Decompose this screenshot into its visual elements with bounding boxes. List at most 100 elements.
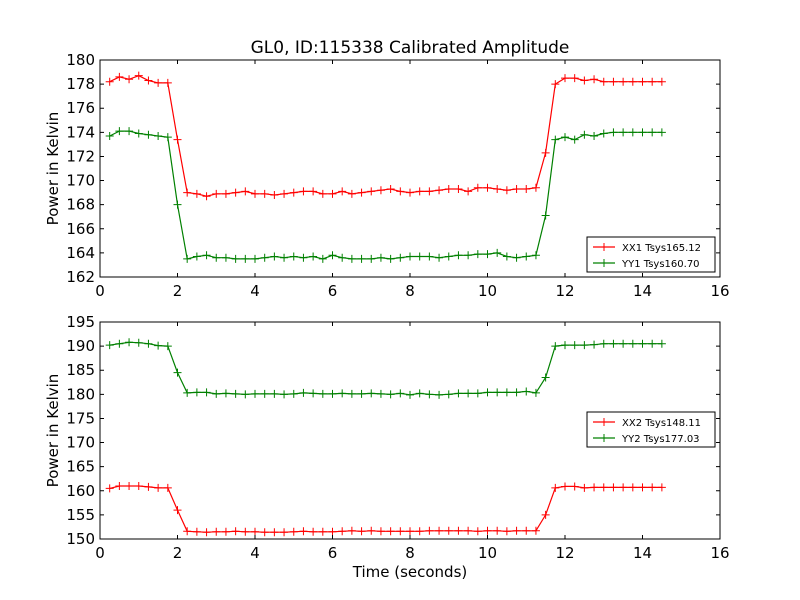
data-point <box>396 389 405 398</box>
data-point <box>212 253 221 262</box>
subplot-1: 0 2 4 6 8 10 12 14 16 162 164 166 168 170 172 174 176 178… <box>44 51 730 300</box>
data-point <box>367 526 376 535</box>
data-point <box>299 253 308 262</box>
data-point <box>619 128 628 137</box>
data-point <box>173 135 182 144</box>
legend-marker <box>600 259 608 267</box>
data-point <box>318 189 327 198</box>
data-point <box>551 80 560 89</box>
data-point <box>134 481 143 490</box>
x-tick-label: 16 <box>710 544 729 562</box>
data-point <box>396 253 405 262</box>
data-point <box>357 188 366 197</box>
data-point <box>270 191 279 200</box>
data-point <box>183 527 192 536</box>
data-point <box>221 527 230 536</box>
x-tick-label: 8 <box>405 544 415 562</box>
legend-box <box>586 411 716 448</box>
data-point <box>580 483 589 492</box>
x-tick-label: 10 <box>478 282 497 300</box>
data-point <box>657 128 666 137</box>
data-point <box>580 341 589 350</box>
data-point <box>541 373 550 382</box>
data-point <box>260 189 269 198</box>
data-point <box>367 389 376 398</box>
y-tick-label: 150 <box>66 530 95 548</box>
data-point <box>115 481 124 490</box>
data-point <box>435 526 444 535</box>
data-point <box>454 526 463 535</box>
data-point <box>415 252 424 261</box>
legend-marker <box>600 418 608 426</box>
data-point <box>192 388 201 397</box>
data-point <box>328 189 337 198</box>
series-2 <box>105 127 666 263</box>
data-point <box>105 131 114 140</box>
data-point <box>425 252 434 261</box>
data-point <box>599 77 608 86</box>
data-point <box>561 74 569 83</box>
x-tick-label: 2 <box>173 544 183 562</box>
data-point <box>609 483 618 492</box>
data-point <box>512 526 521 535</box>
data-point <box>580 76 589 85</box>
data-point <box>638 77 647 86</box>
data-point <box>163 133 172 142</box>
y-tick-label: 174 <box>66 123 95 141</box>
data-point <box>599 129 608 138</box>
y-tick-label: 172 <box>66 147 95 165</box>
data-point <box>454 251 463 260</box>
data-point <box>454 184 463 193</box>
y-tick-label: 155 <box>66 506 95 524</box>
data-point <box>619 483 628 492</box>
data-point <box>493 248 502 257</box>
data-point <box>425 390 434 399</box>
data-point <box>347 254 356 263</box>
data-point <box>502 527 511 536</box>
data-point <box>183 388 192 397</box>
legend-label: XX1 Tsys165.12 <box>622 243 701 254</box>
data-point <box>202 251 211 260</box>
y-tick-label: 190 <box>66 337 95 355</box>
legend: XX2 Tsys148.11 YY2 Tsys177.03 <box>586 411 716 448</box>
x-tick-label: 14 <box>633 544 652 562</box>
data-point <box>444 526 453 535</box>
data-point <box>173 200 182 209</box>
data-point <box>280 528 289 537</box>
series-line <box>109 130 662 260</box>
data-point <box>163 342 172 351</box>
data-point <box>590 340 599 349</box>
data-point <box>531 526 540 535</box>
data-point <box>328 251 337 260</box>
data-point <box>541 510 550 519</box>
data-point <box>289 389 298 398</box>
x-tick-label: 2 <box>173 282 183 300</box>
data-point <box>502 186 511 195</box>
data-point <box>628 77 637 86</box>
data-point <box>347 189 356 198</box>
y-tick-label: 195 <box>66 313 95 331</box>
data-point <box>483 388 492 397</box>
data-point <box>561 482 569 491</box>
data-point <box>541 148 550 157</box>
data-point <box>512 388 521 397</box>
x-tick-label: 4 <box>250 544 260 562</box>
series-1 <box>105 481 666 537</box>
data-point <box>270 389 279 398</box>
data-point <box>415 187 424 196</box>
data-point <box>551 342 560 351</box>
data-point <box>173 368 182 377</box>
data-point <box>590 131 599 140</box>
data-point <box>183 188 192 197</box>
data-point <box>483 526 492 535</box>
data-point <box>502 388 511 397</box>
data-point <box>473 250 482 259</box>
data-point <box>202 528 211 537</box>
data-point <box>299 527 308 536</box>
series-line <box>109 485 662 533</box>
data-point <box>241 390 250 399</box>
y-tick-label: 175 <box>66 409 95 427</box>
data-point <box>638 483 647 492</box>
legend-label: YY2 Tsys177.03 <box>621 434 700 445</box>
